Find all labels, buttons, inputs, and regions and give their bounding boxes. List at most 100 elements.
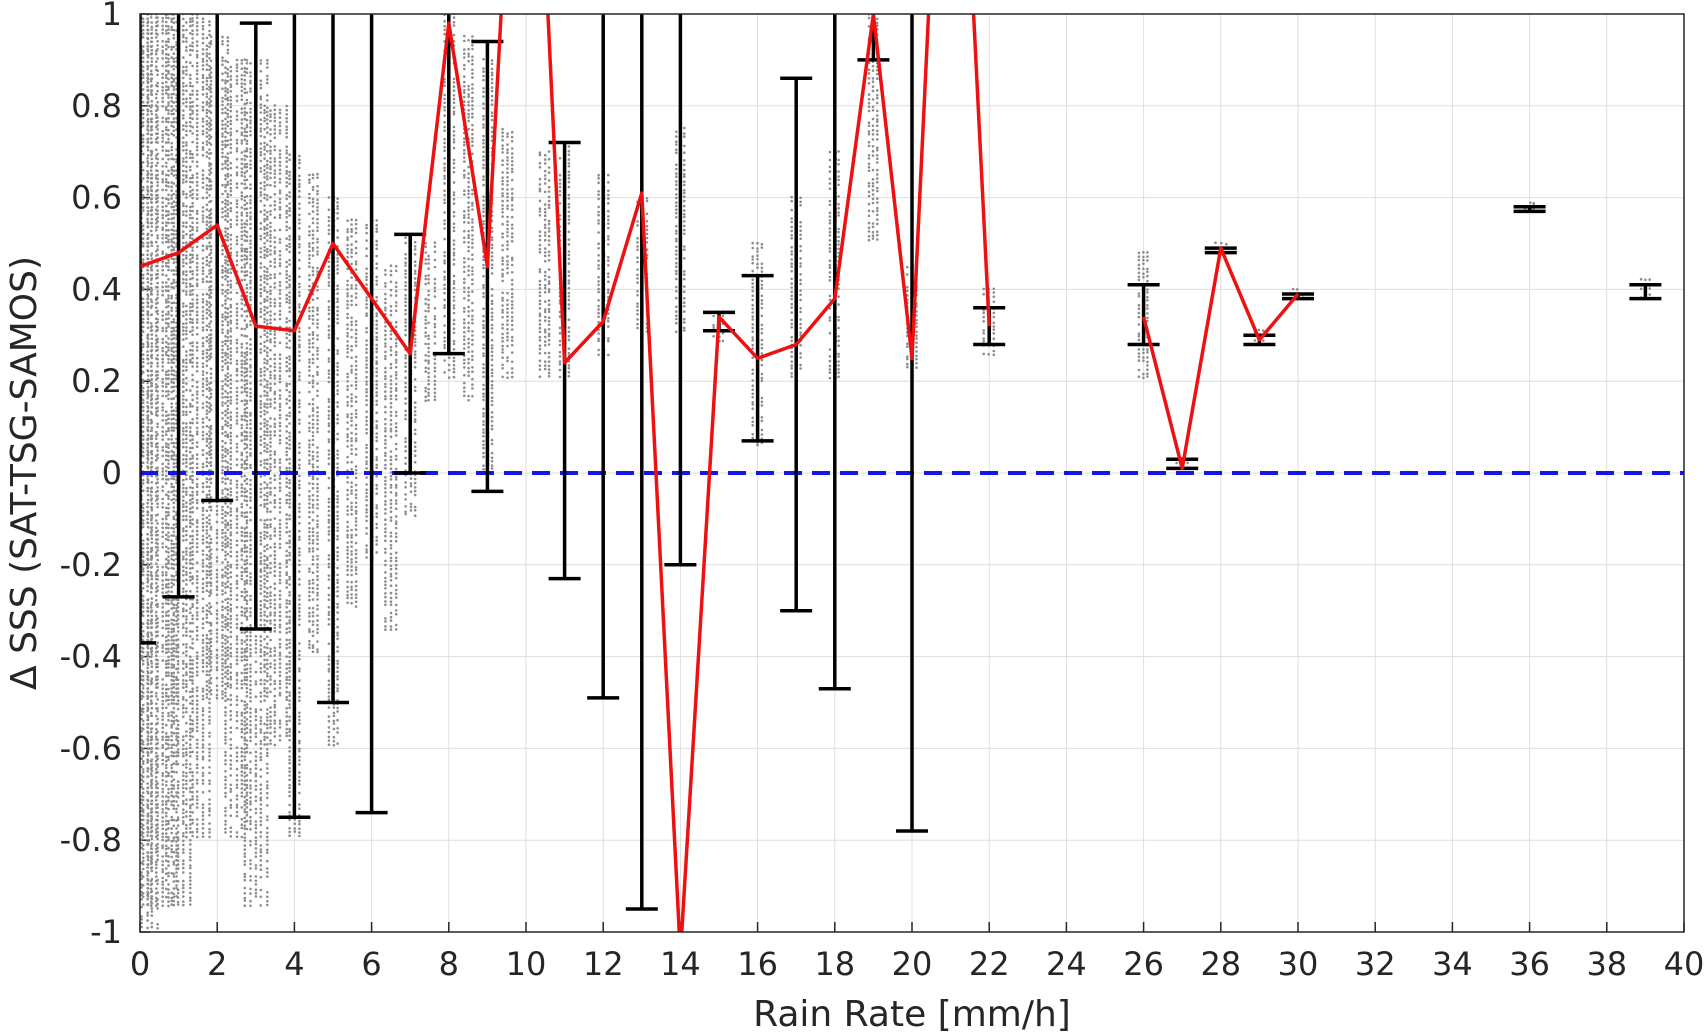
scatter-point — [128, 469, 131, 472]
scatter-point — [146, 602, 149, 605]
scatter-point — [208, 549, 211, 553]
scatter-point — [172, 743, 176, 747]
scatter-point — [185, 293, 188, 296]
scatter-point — [209, 432, 213, 435]
scatter-point — [141, 401, 145, 405]
scatter-point — [141, 539, 145, 542]
scatter-point — [195, 782, 199, 785]
scatter-point — [176, 855, 180, 858]
scatter-point — [167, 198, 170, 201]
scatter-point — [155, 533, 158, 537]
scatter-point — [170, 358, 173, 362]
scatter-point — [172, 318, 176, 321]
scatter-point — [155, 759, 158, 763]
scatter-point — [215, 653, 219, 657]
scatter-point — [191, 474, 194, 478]
scatter-point — [201, 806, 205, 810]
scatter-point — [167, 904, 170, 908]
scatter-point — [141, 69, 145, 73]
scatter-point — [175, 807, 178, 811]
scatter-point — [149, 772, 153, 775]
scatter-point — [155, 875, 158, 878]
scatter-point — [132, 573, 135, 576]
scatter-point — [128, 899, 131, 902]
scatter-point — [208, 241, 211, 244]
scatter-point — [141, 573, 145, 577]
scatter-point — [165, 694, 168, 698]
scatter-point — [208, 809, 211, 813]
scatter-point — [132, 637, 135, 640]
scatter-point — [191, 29, 194, 32]
scatter-point — [172, 501, 176, 505]
scatter-point — [161, 314, 164, 317]
scatter-point — [146, 819, 150, 822]
scatter-point — [191, 478, 194, 482]
scatter-point — [141, 398, 145, 402]
scatter-point — [165, 261, 168, 265]
scatter-point — [128, 266, 131, 269]
scatter-point — [161, 722, 164, 726]
scatter-point — [205, 496, 209, 499]
scatter-point — [209, 376, 213, 380]
scatter-point — [191, 302, 194, 306]
scatter-point — [161, 870, 164, 874]
scatter-point — [185, 827, 188, 830]
scatter-point — [191, 774, 194, 778]
scatter-point — [170, 172, 173, 175]
scatter-point — [149, 421, 153, 425]
scatter-point — [141, 514, 145, 517]
scatter-point — [189, 165, 192, 168]
scatter-point — [121, 56, 124, 59]
scatter-point — [191, 605, 194, 608]
scatter-point — [209, 569, 213, 572]
scatter-point — [209, 464, 213, 467]
scatter-point — [189, 635, 192, 638]
scatter-point — [161, 591, 164, 594]
scatter-point — [167, 602, 170, 606]
scatter-point — [208, 489, 211, 493]
scatter-point — [209, 592, 213, 595]
scatter-point — [167, 864, 170, 867]
scatter-point — [191, 176, 194, 180]
scatter-point — [167, 871, 170, 875]
scatter-point — [182, 614, 185, 618]
scatter-point — [141, 313, 145, 317]
scatter-point — [195, 321, 199, 324]
scatter-point — [205, 521, 209, 524]
scatter-point — [146, 786, 150, 790]
scatter-point — [195, 349, 199, 352]
scatter-point — [165, 591, 168, 594]
scatter-point — [146, 759, 150, 762]
scatter-point — [156, 449, 159, 452]
scatter-point — [201, 434, 205, 437]
scatter-point — [155, 775, 158, 779]
scatter-point — [189, 702, 192, 705]
scatter-point — [185, 141, 188, 144]
scatter-point — [121, 515, 124, 518]
scatter-point — [185, 505, 188, 509]
scatter-point — [149, 603, 153, 607]
scatter-point — [167, 300, 170, 304]
scatter-point — [191, 614, 194, 617]
scatter-point — [167, 888, 170, 891]
scatter-point — [161, 615, 164, 618]
scatter-point — [209, 276, 213, 279]
scatter-point — [150, 444, 154, 448]
scatter-point — [156, 757, 159, 761]
scatter-point — [167, 427, 170, 430]
scatter-point — [150, 925, 154, 929]
scatter-point — [170, 562, 173, 566]
scatter-point — [182, 373, 185, 377]
scatter-point — [132, 148, 135, 151]
scatter-point — [132, 277, 135, 280]
scatter-point — [146, 41, 149, 44]
scatter-point — [132, 830, 135, 833]
scatter-point — [189, 116, 192, 120]
scatter-point — [141, 723, 145, 726]
scatter-point — [205, 140, 209, 143]
scatter-point — [146, 614, 150, 617]
scatter-point — [141, 76, 145, 80]
scatter-point — [205, 648, 209, 651]
scatter-point — [167, 217, 170, 221]
scatter-point — [201, 707, 205, 710]
